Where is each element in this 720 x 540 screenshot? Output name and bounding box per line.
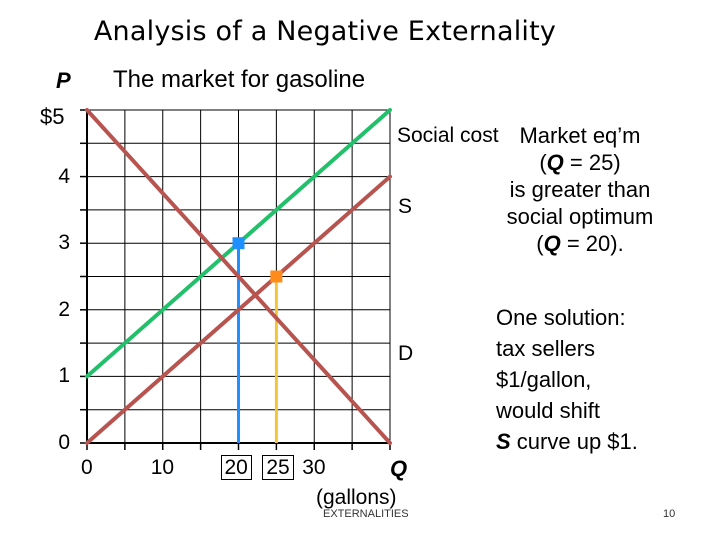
social-cost-label: Social cost xyxy=(397,125,499,147)
note-line: (Q = 25) xyxy=(539,150,621,175)
footer-text: EXTERNALITIES xyxy=(323,508,409,520)
note-line: (Q = 20). xyxy=(536,231,624,256)
x-tick-label: 30 xyxy=(302,456,326,479)
x-tick-label: 10 xyxy=(150,456,175,479)
demand-label: D xyxy=(398,342,414,365)
y-tick-label: 0 xyxy=(58,431,70,454)
market-eq-point xyxy=(270,270,283,283)
note-line: social optimum xyxy=(506,204,654,229)
x-axis-unit: (gallons) xyxy=(316,486,397,509)
slide-title: Analysis of a Negative Externality xyxy=(93,16,557,47)
market-eq-note: Market eq’m (Q = 25) is greater than soc… xyxy=(482,122,678,257)
x-axis-label: Q xyxy=(390,456,408,481)
note-line: $1/gallon, xyxy=(496,367,592,392)
note-line: is greater than xyxy=(509,177,651,202)
social-cost-label-text: Social cost xyxy=(397,124,499,147)
y-tick-label: 3 xyxy=(58,231,70,255)
y-axis-label: P xyxy=(56,68,71,93)
note-line: Market eq’m xyxy=(519,123,641,148)
y-axis-top-value: $5 xyxy=(40,104,65,129)
x-tick-label: 0 xyxy=(81,456,93,479)
x-tick-label: 20 xyxy=(220,455,252,480)
y-tick-label: 4 xyxy=(58,164,70,188)
note-line: tax sellers xyxy=(496,336,596,361)
solution-note: One solution: tax sellers $1/gallon, wou… xyxy=(496,302,676,457)
y-tick-label: 2 xyxy=(58,297,70,321)
note-line: One solution: xyxy=(496,305,626,330)
supply-line xyxy=(85,174,392,445)
note-line: would shift xyxy=(496,398,600,423)
social-optimum-point xyxy=(232,237,245,250)
y-tick-label: 1 xyxy=(58,364,70,388)
demand-line xyxy=(85,108,392,445)
page-number: 10 xyxy=(663,508,676,520)
chart-subtitle: The market for gasoline xyxy=(113,66,366,93)
supply-label: S xyxy=(398,195,413,218)
x-tick-label: 25 xyxy=(262,455,294,480)
note-line: S curve up $1. xyxy=(496,429,638,454)
